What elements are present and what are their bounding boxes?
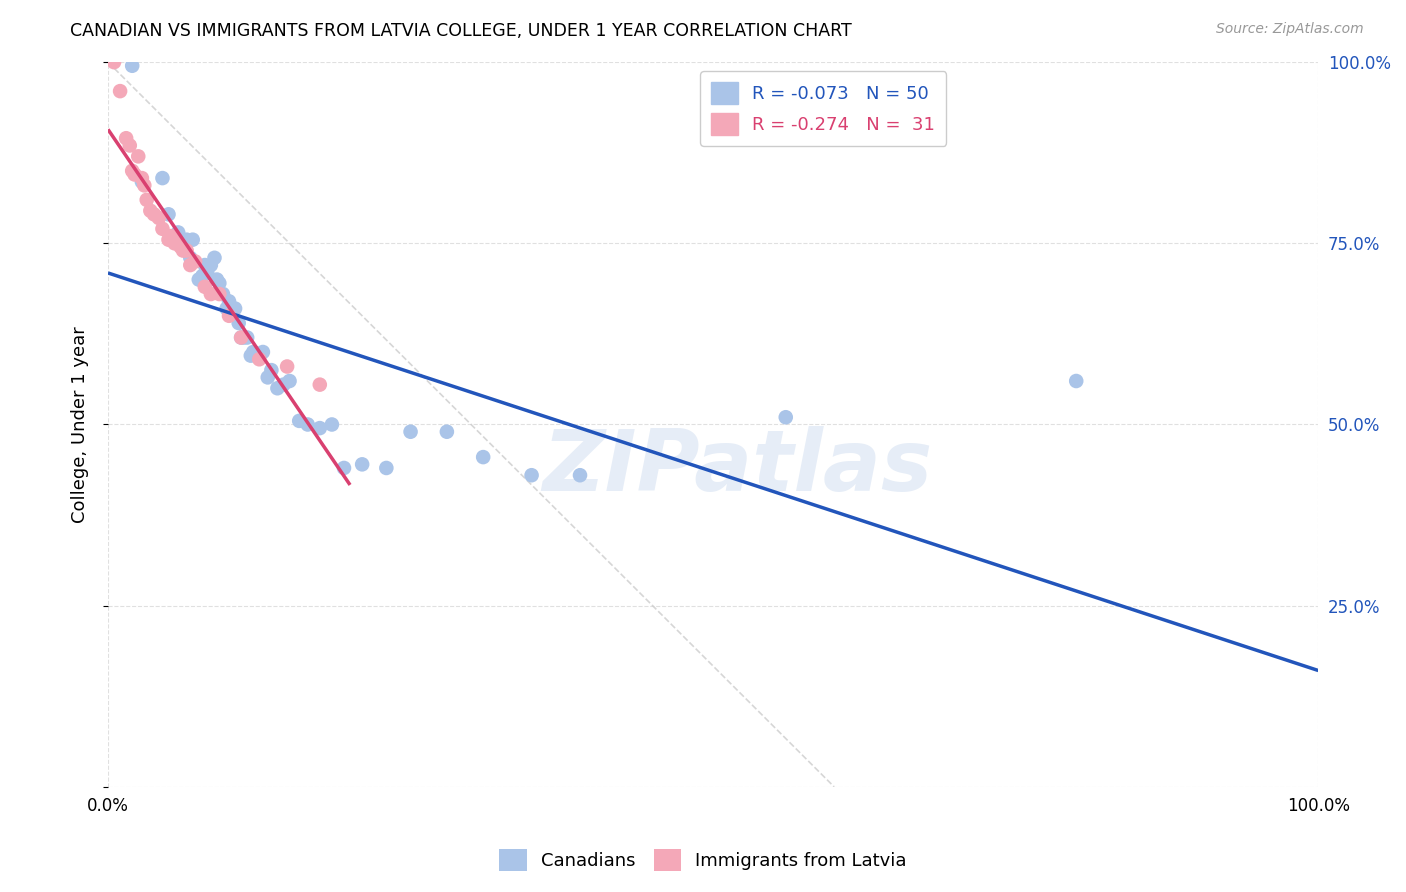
Point <box>333 461 356 475</box>
Point <box>118 138 141 153</box>
Point <box>242 345 264 359</box>
Point <box>103 55 125 70</box>
Point <box>266 381 288 395</box>
Point <box>160 229 183 244</box>
Point <box>204 251 226 265</box>
Point <box>297 417 319 432</box>
Point <box>152 222 174 236</box>
Point <box>1064 374 1087 388</box>
Point <box>200 287 222 301</box>
Point <box>229 330 252 344</box>
Point <box>247 352 270 367</box>
Point <box>375 461 398 475</box>
Point <box>131 175 153 189</box>
Point <box>134 178 156 193</box>
Point <box>184 254 207 268</box>
Point <box>278 374 301 388</box>
Point <box>232 330 254 344</box>
Text: ZIPatlas: ZIPatlas <box>543 426 932 509</box>
Point <box>124 168 146 182</box>
Point <box>472 450 495 464</box>
Point <box>218 294 240 309</box>
Legend: Canadians, Immigrants from Latvia: Canadians, Immigrants from Latvia <box>492 842 914 879</box>
Point <box>169 236 191 251</box>
Point <box>139 203 162 218</box>
Point <box>152 171 174 186</box>
Point <box>187 272 209 286</box>
Point <box>352 458 374 472</box>
Point <box>247 349 270 363</box>
Point <box>239 349 262 363</box>
Point <box>194 280 217 294</box>
Point <box>163 236 186 251</box>
Point <box>260 363 283 377</box>
Point <box>208 276 231 290</box>
Point <box>212 287 235 301</box>
Point <box>179 258 201 272</box>
Point <box>127 149 149 163</box>
Point <box>228 316 250 330</box>
Point <box>520 468 543 483</box>
Point <box>135 193 157 207</box>
Point <box>256 370 278 384</box>
Point <box>288 414 311 428</box>
Point <box>121 59 143 73</box>
Point <box>218 301 240 316</box>
Point <box>215 301 238 316</box>
Point <box>131 171 153 186</box>
Legend: R = -0.073   N = 50, R = -0.274   N =  31: R = -0.073 N = 50, R = -0.274 N = 31 <box>700 71 946 146</box>
Point <box>221 301 243 316</box>
Point <box>308 421 330 435</box>
Point <box>195 265 218 279</box>
Point <box>321 417 343 432</box>
Text: CANADIAN VS IMMIGRANTS FROM LATVIA COLLEGE, UNDER 1 YEAR CORRELATION CHART: CANADIAN VS IMMIGRANTS FROM LATVIA COLLE… <box>70 22 852 40</box>
Point <box>176 244 198 258</box>
Point <box>208 287 231 301</box>
Point <box>436 425 458 439</box>
Point <box>273 377 295 392</box>
Point <box>229 330 252 344</box>
Point <box>308 377 330 392</box>
Point <box>218 309 240 323</box>
Point <box>157 233 180 247</box>
Y-axis label: College, Under 1 year: College, Under 1 year <box>72 326 89 523</box>
Point <box>775 410 797 425</box>
Point <box>194 258 217 272</box>
Point <box>157 207 180 221</box>
Point <box>115 131 138 145</box>
Point <box>169 240 191 254</box>
Point <box>167 226 190 240</box>
Point <box>172 244 194 258</box>
Point <box>148 211 170 225</box>
Point <box>276 359 298 374</box>
Point <box>224 301 246 316</box>
Point <box>143 207 166 221</box>
Point <box>167 236 190 251</box>
Point <box>176 233 198 247</box>
Point <box>236 330 259 344</box>
Point <box>121 164 143 178</box>
Text: Source: ZipAtlas.com: Source: ZipAtlas.com <box>1216 22 1364 37</box>
Point <box>399 425 422 439</box>
Point <box>179 251 201 265</box>
Point <box>200 258 222 272</box>
Point <box>252 345 274 359</box>
Point <box>191 268 214 283</box>
Point <box>205 272 228 286</box>
Point <box>569 468 592 483</box>
Point <box>181 233 204 247</box>
Point <box>108 84 131 98</box>
